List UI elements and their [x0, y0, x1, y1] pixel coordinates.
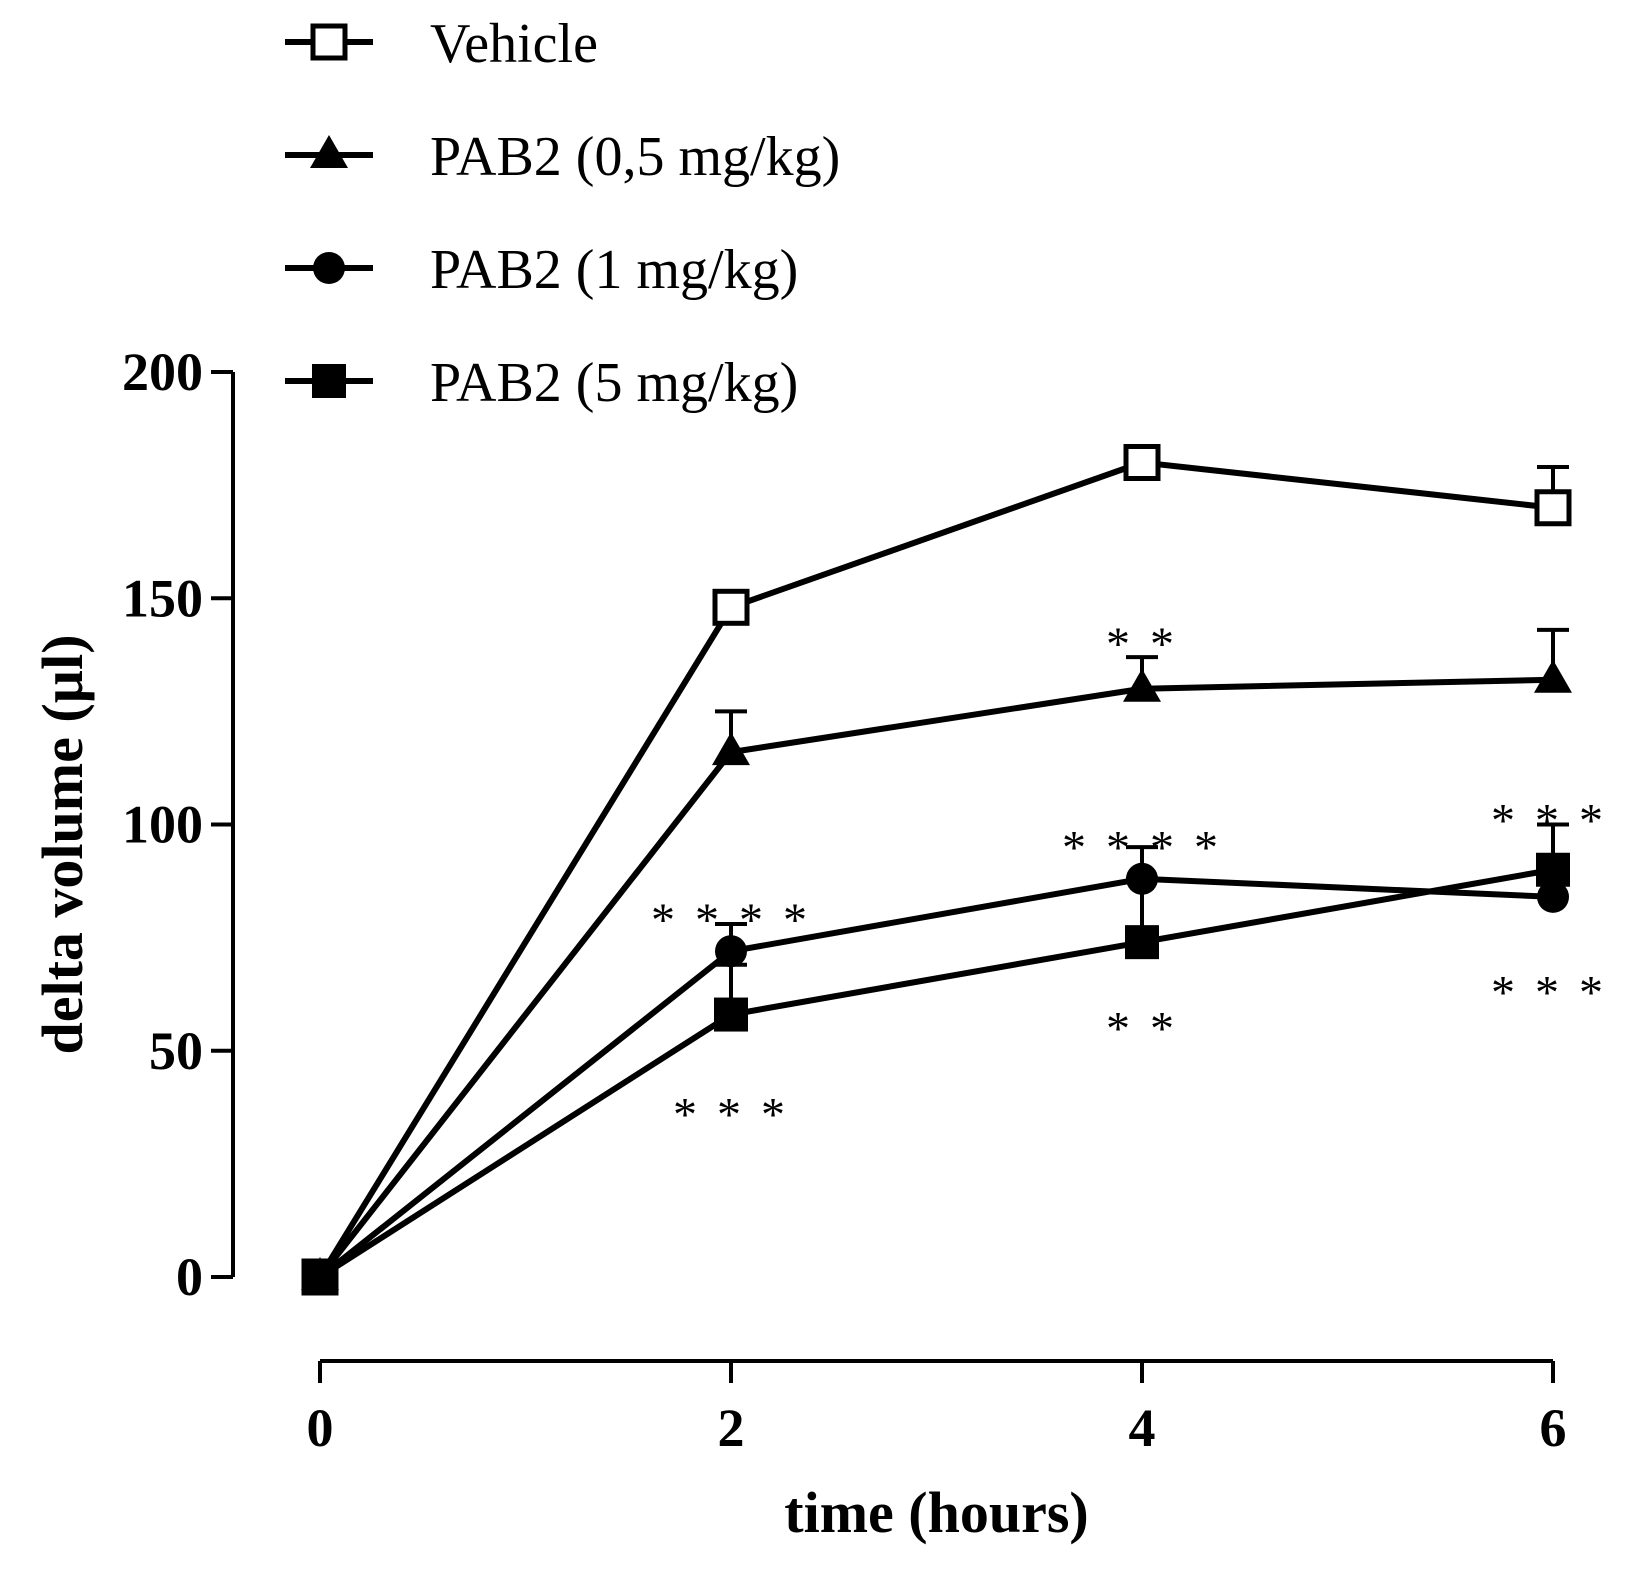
legend-marker	[310, 23, 348, 61]
y-axis-title: delta volume (µl)	[30, 634, 95, 1054]
legend-label: PAB2 (1 mg/kg)	[430, 239, 798, 301]
y-tick-label: 0	[176, 1247, 203, 1307]
data-point	[1537, 880, 1569, 913]
significance-label: * * * *	[1062, 822, 1222, 875]
legend-item: Vehicle	[285, 13, 598, 75]
series-3	[303, 822, 1570, 1294]
significance-label: * *	[1106, 1003, 1178, 1056]
legend-item: PAB2 (1 mg/kg)	[285, 239, 798, 301]
legend-item: PAB2 (5 mg/kg)	[285, 352, 798, 414]
y-tick-label: 50	[149, 1021, 203, 1081]
legend-marker	[313, 252, 345, 284]
legend: Vehicle PAB2 (0,5 mg/kg) PAB2 (1 mg/kg) PAB…	[285, 13, 840, 414]
data-point	[303, 1260, 337, 1294]
y-tick-label: 100	[122, 795, 203, 855]
data-point	[712, 588, 750, 626]
axes: 0 50 100 150 200 0 2 4 6	[122, 342, 1567, 1458]
legend-marker	[310, 135, 348, 168]
x-tick-label: 0	[307, 1398, 334, 1458]
data-point	[715, 935, 747, 968]
series-1	[301, 627, 1572, 1290]
data-point	[1536, 852, 1570, 887]
x-tick-label: 2	[718, 1398, 745, 1458]
significance-label: * * * *	[651, 894, 811, 947]
series-line	[317, 459, 1554, 1279]
annotation-layer: * * * * * * * * * * * * * * * * * * * * *	[651, 618, 1607, 1142]
y-tick-label: 150	[122, 568, 203, 628]
series-line	[318, 866, 1554, 1280]
significance-label: * * *	[673, 1089, 789, 1142]
legend-label: Vehicle	[430, 13, 598, 75]
series-line	[318, 875, 1554, 1280]
data-point	[1123, 668, 1161, 702]
significance-label: * * *	[1491, 794, 1607, 847]
data-point	[714, 997, 748, 1032]
legend-label: PAB2 (5 mg/kg)	[430, 352, 798, 414]
series-2	[304, 845, 1569, 1293]
data-point	[1534, 659, 1572, 693]
series-layer	[301, 444, 1572, 1296]
legend-marker	[312, 364, 346, 398]
data-point	[1534, 489, 1572, 527]
x-axis-title: time (hours)	[784, 1480, 1088, 1545]
series-line	[317, 676, 1554, 1279]
data-point	[712, 732, 750, 766]
x-tick-label: 6	[1540, 1398, 1567, 1458]
significance-label: * * *	[1491, 966, 1607, 1019]
data-point	[1123, 444, 1161, 481]
y-tick-label: 200	[122, 342, 203, 402]
significance-label: * *	[1106, 618, 1178, 671]
legend-item: PAB2 (0,5 mg/kg)	[285, 126, 840, 188]
x-tick-label: 4	[1129, 1398, 1156, 1458]
data-point	[1125, 925, 1159, 960]
legend-label: PAB2 (0,5 mg/kg)	[430, 126, 840, 188]
